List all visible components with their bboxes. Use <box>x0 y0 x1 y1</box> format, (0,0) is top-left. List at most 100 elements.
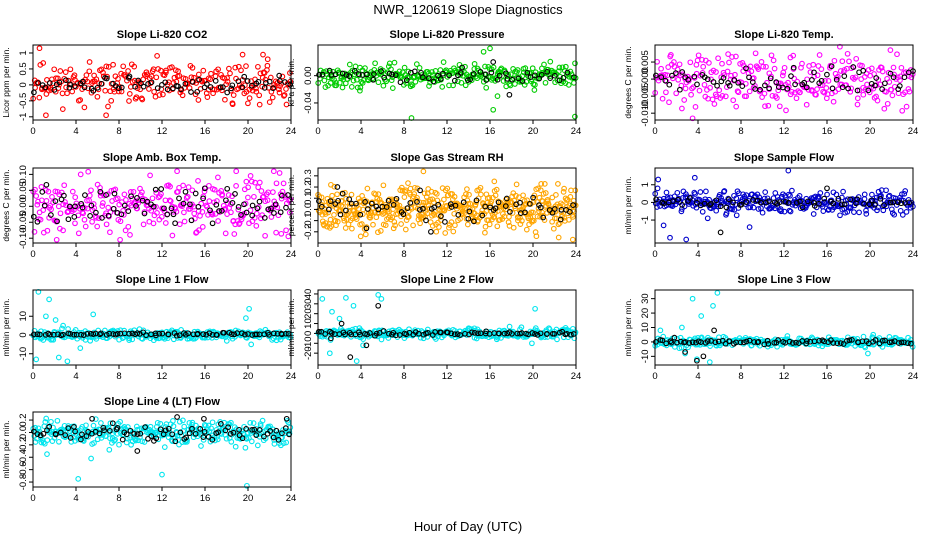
data-point <box>396 332 403 338</box>
data-point <box>133 94 140 101</box>
y-tick-label: -0.8 <box>18 474 29 490</box>
data-points <box>315 292 579 364</box>
data-point <box>238 67 244 74</box>
data-point <box>40 60 47 66</box>
data-point <box>860 333 867 340</box>
data-point <box>57 68 64 74</box>
data-point <box>719 197 726 204</box>
data-point <box>844 338 850 344</box>
data-point <box>464 77 471 83</box>
data-point <box>166 431 173 437</box>
y-tick-label: 0.5 <box>18 62 29 75</box>
data-point <box>249 427 255 433</box>
data-point <box>251 426 258 433</box>
data-point <box>239 435 246 442</box>
data-point <box>663 189 670 196</box>
y-tick-label: 0 <box>303 331 314 336</box>
data-point <box>743 199 749 205</box>
data-point <box>865 87 872 94</box>
data-points <box>315 168 579 243</box>
data-point <box>47 202 54 209</box>
y-axis-label: Licor ppm per min. <box>1 47 11 117</box>
data-point <box>780 69 787 76</box>
data-point <box>471 218 477 225</box>
data-point <box>429 223 436 229</box>
data-point <box>111 190 118 197</box>
data-point <box>220 84 226 90</box>
data-point <box>865 350 871 357</box>
data-point <box>283 227 289 234</box>
data-point <box>283 439 290 446</box>
data-points <box>315 45 579 121</box>
data-point <box>86 68 93 75</box>
data-point <box>280 440 287 447</box>
data-point <box>908 199 915 206</box>
data-point <box>420 168 427 175</box>
chart-panel: Slope Line 4 (LT) Flow ml/min per min. 0 4 8… <box>1 396 296 504</box>
data-point <box>775 87 782 94</box>
data-point <box>165 182 172 189</box>
data-point <box>213 201 220 208</box>
data-point <box>572 113 578 120</box>
data-point <box>450 82 456 89</box>
data-point <box>264 56 271 63</box>
data-point <box>114 331 121 337</box>
data-point <box>872 82 878 89</box>
data-point <box>733 103 740 110</box>
data-point <box>89 415 95 422</box>
data-point <box>488 69 495 76</box>
data-point <box>854 87 861 94</box>
data-point <box>658 65 664 72</box>
data-point <box>201 428 208 435</box>
data-point <box>186 430 193 437</box>
data-point <box>116 441 122 448</box>
data-point <box>846 58 852 65</box>
panel-title: Slope Line 4 (LT) Flow <box>104 396 220 408</box>
data-point <box>42 84 49 91</box>
x-tick-label: 12 <box>442 249 453 260</box>
data-point <box>510 224 517 231</box>
data-point <box>532 72 538 79</box>
data-point <box>287 82 294 88</box>
data-point <box>239 51 246 58</box>
data-point <box>35 425 42 432</box>
data-point <box>741 339 747 346</box>
data-point <box>273 427 280 434</box>
data-point <box>755 66 762 72</box>
data-point <box>261 433 267 440</box>
data-point <box>713 69 719 75</box>
data-point <box>283 415 290 422</box>
data-point <box>515 215 522 221</box>
data-point <box>77 97 84 103</box>
data-point <box>531 87 538 93</box>
data-point <box>268 205 274 212</box>
data-point <box>72 428 78 435</box>
data-point <box>534 332 541 338</box>
data-point <box>425 202 432 208</box>
data-point <box>331 212 337 218</box>
data-point <box>437 76 444 82</box>
data-point <box>256 92 263 99</box>
data-point <box>283 330 289 337</box>
data-point <box>34 431 41 437</box>
data-point <box>50 424 56 431</box>
data-point <box>44 227 51 234</box>
data-point <box>251 193 257 200</box>
data-point <box>719 60 725 67</box>
data-point <box>214 436 221 443</box>
data-point <box>33 356 40 363</box>
data-point <box>216 208 222 214</box>
data-point <box>722 93 729 100</box>
data-point <box>882 337 888 344</box>
data-point <box>283 101 290 108</box>
data-point <box>824 191 830 198</box>
data-point <box>785 167 792 174</box>
data-point <box>325 209 332 216</box>
data-point <box>883 89 889 95</box>
y-tick-label: 20 <box>303 308 314 319</box>
data-point <box>244 482 250 489</box>
data-point <box>81 205 88 211</box>
data-point <box>103 112 109 119</box>
data-point <box>462 63 468 70</box>
data-point <box>221 75 228 82</box>
